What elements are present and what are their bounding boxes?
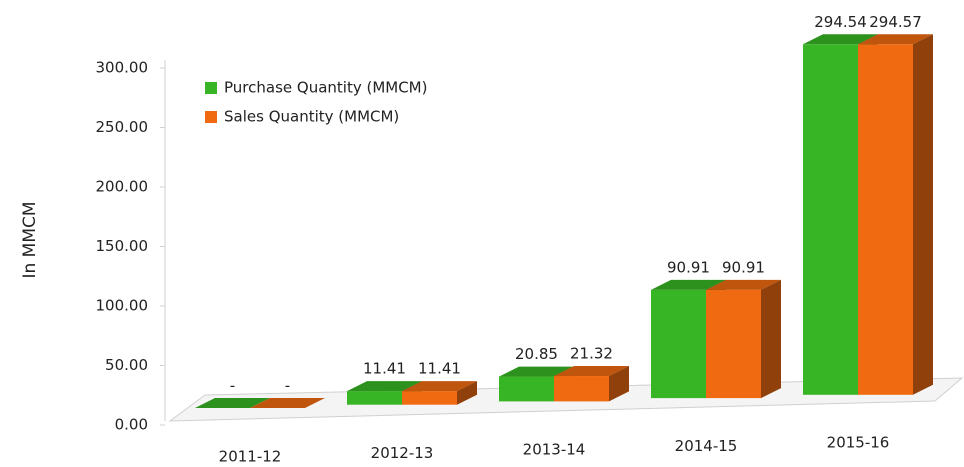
y-tick-label: 200.00 xyxy=(96,178,149,196)
legend-swatch xyxy=(205,111,217,123)
data-label: 11.41 xyxy=(363,360,406,378)
bar-top xyxy=(803,34,878,45)
y-tick-label: 150.00 xyxy=(96,237,149,255)
bar-front xyxy=(706,289,761,399)
bar-top xyxy=(250,398,325,408)
bar-top xyxy=(706,279,781,290)
bar-front xyxy=(402,391,457,405)
bar-front xyxy=(803,44,858,395)
x-tick-label: 2014-15 xyxy=(675,437,738,455)
x-tick-label: 2011-12 xyxy=(219,448,282,466)
bar-front xyxy=(858,44,913,395)
data-label: 294.57 xyxy=(869,13,922,31)
bar-front xyxy=(554,376,609,402)
legend-swatch xyxy=(205,82,217,94)
data-label: 294.54 xyxy=(814,13,867,31)
bar-side xyxy=(609,366,629,402)
bar-top xyxy=(858,34,933,45)
y-tick-label: 100.00 xyxy=(96,297,149,315)
x-tick-label: 2015-16 xyxy=(827,434,890,452)
legend-label: Purchase Quantity (MMCM) xyxy=(224,79,427,97)
y-axis-label: In MMCM xyxy=(20,201,40,278)
data-label: 21.32 xyxy=(570,345,613,363)
bar-front xyxy=(499,376,554,402)
bar-top xyxy=(554,366,629,377)
data-label: 90.91 xyxy=(667,258,710,276)
y-tick-label: 0.00 xyxy=(115,416,148,434)
y-tick-label: 300.00 xyxy=(96,59,149,77)
bar-front xyxy=(651,289,706,399)
bar-top xyxy=(195,398,270,408)
bar-top xyxy=(347,381,422,392)
data-label: - xyxy=(285,377,290,395)
bar-top xyxy=(651,279,726,290)
data-label: 90.91 xyxy=(722,258,765,276)
x-tick-label: 2013-14 xyxy=(523,441,586,459)
y-tick-label: 50.00 xyxy=(105,356,148,374)
bar-side xyxy=(761,279,781,399)
bar-front xyxy=(347,391,402,405)
bar-top xyxy=(499,366,574,377)
data-label: 11.41 xyxy=(418,360,461,378)
bar-side xyxy=(913,34,933,395)
y-tick-label: 250.00 xyxy=(96,118,149,136)
legend-label: Sales Quantity (MMCM) xyxy=(224,108,399,126)
data-label: - xyxy=(230,377,235,395)
bar-top xyxy=(402,381,477,392)
x-tick-label: 2012-13 xyxy=(371,444,434,462)
bar-side xyxy=(457,381,477,405)
data-label: 20.85 xyxy=(515,345,558,363)
